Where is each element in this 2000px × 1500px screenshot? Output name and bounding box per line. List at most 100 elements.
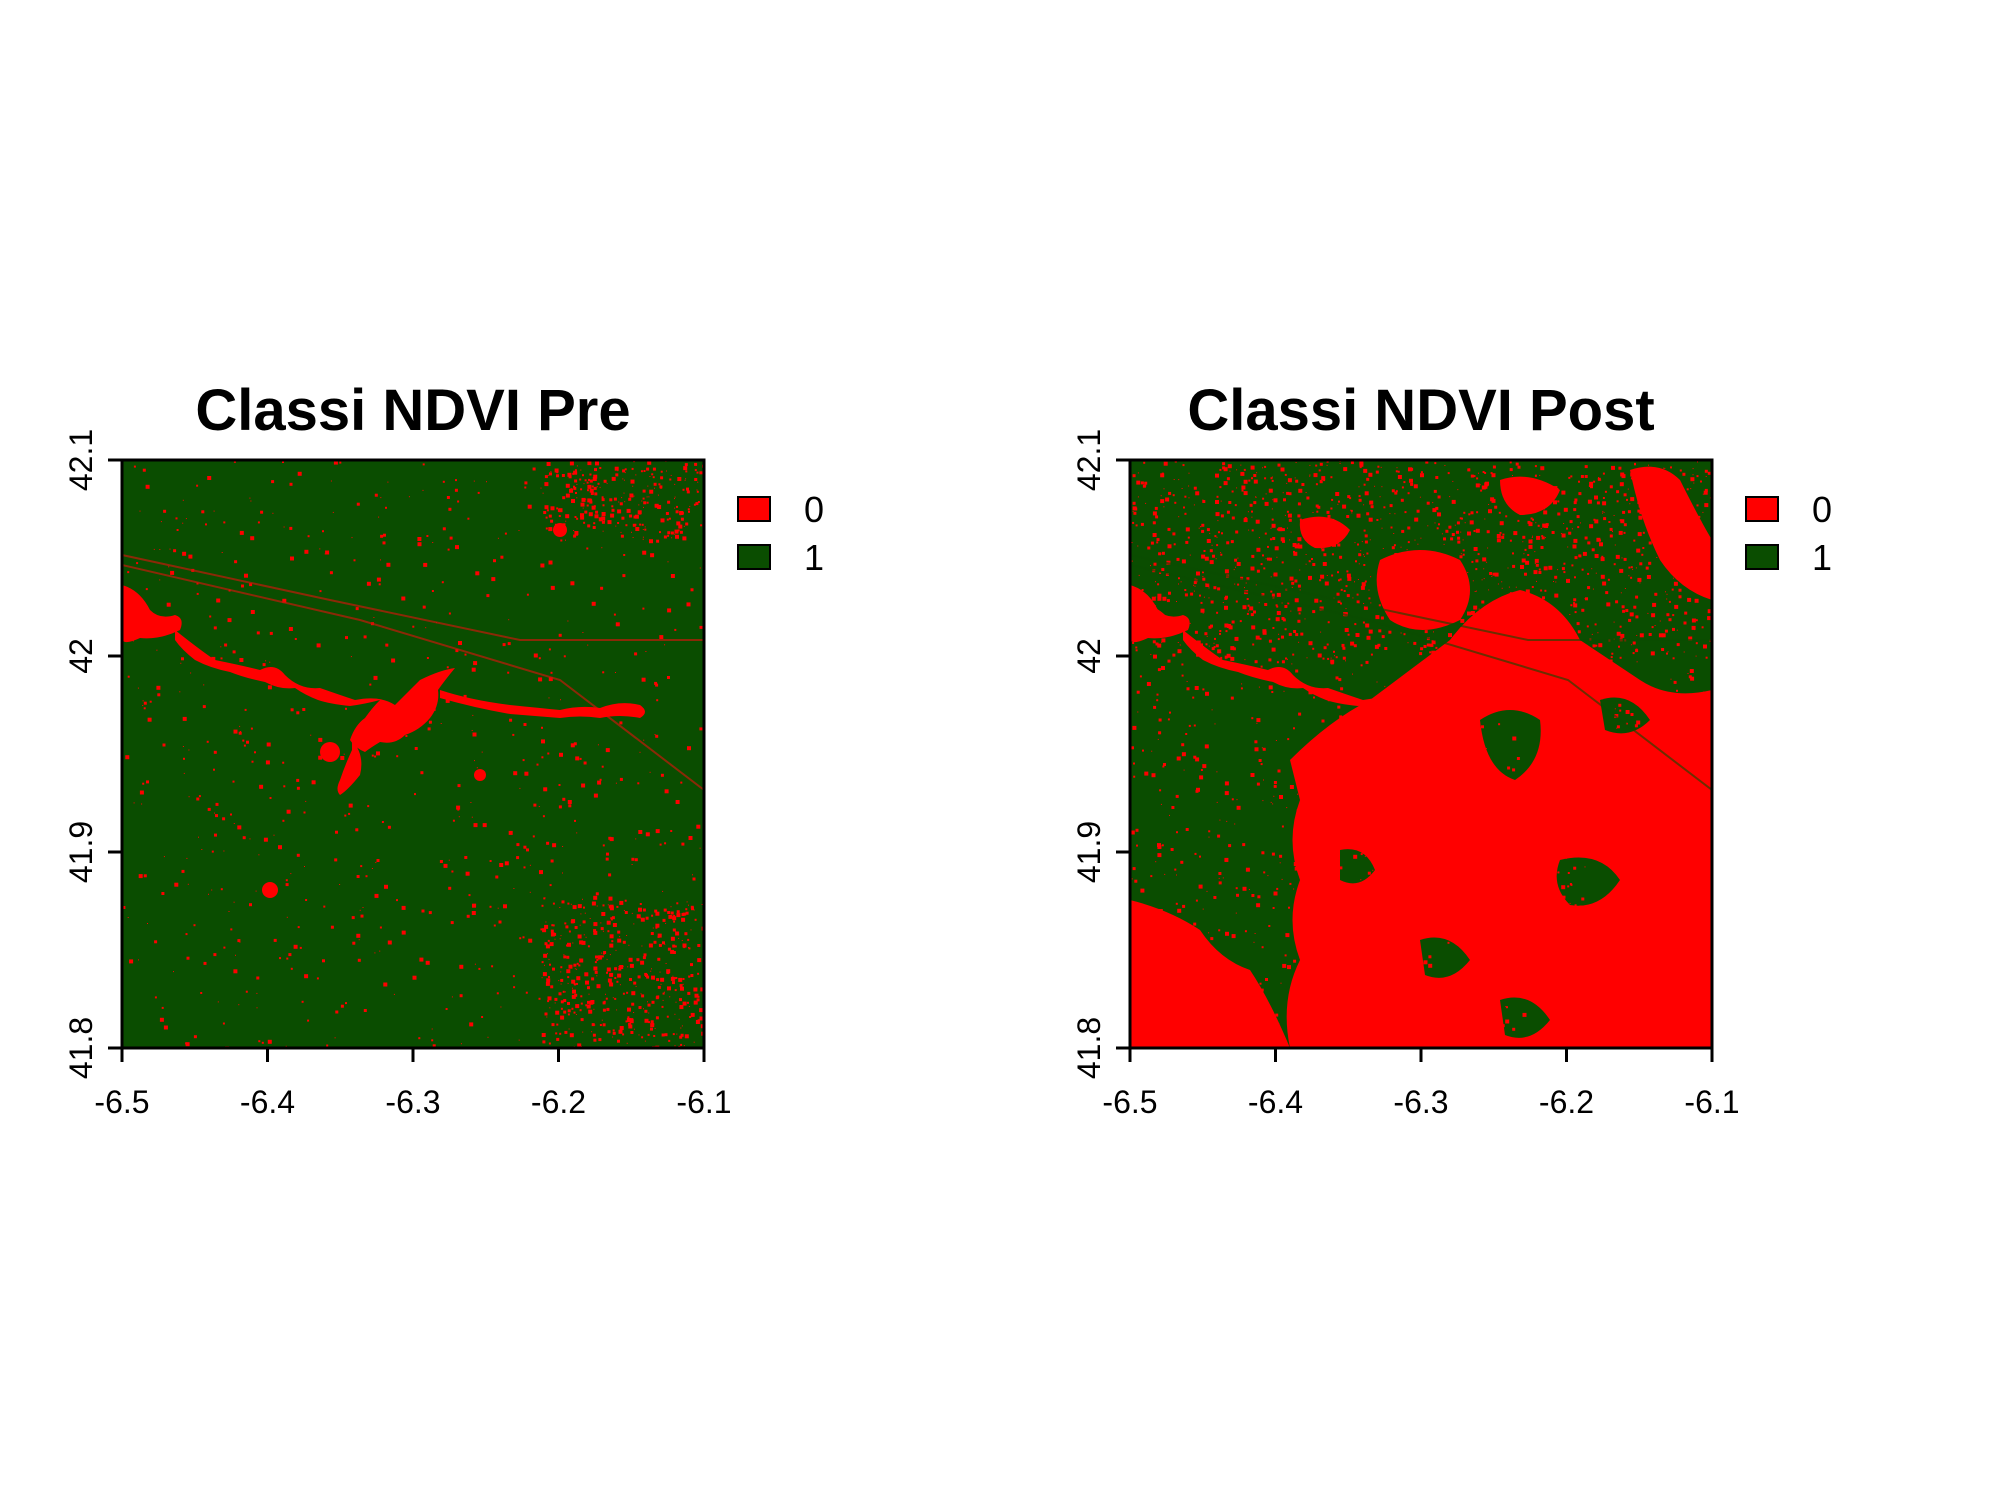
raster-pixel (1326, 522, 1329, 525)
raster-pixel (612, 923, 617, 927)
raster-pixel (1522, 927, 1524, 930)
raster-pixel (565, 539, 566, 541)
raster-pixel (1284, 514, 1286, 516)
raster-pixel (549, 884, 552, 887)
raster-pixel (1687, 892, 1691, 896)
raster-pixel (1310, 909, 1314, 912)
raster-pixel (1541, 536, 1545, 540)
raster-pixel (1642, 547, 1645, 549)
raster-pixel (601, 512, 606, 516)
raster-pixel (307, 535, 310, 538)
raster-pixel (1441, 880, 1444, 883)
raster-pixel (286, 809, 291, 814)
raster-pixel (1573, 501, 1577, 505)
raster-pixel (1431, 890, 1436, 895)
raster-pixel (1650, 987, 1652, 989)
raster-pixel (1460, 618, 1465, 623)
raster-pixel (1642, 706, 1643, 708)
raster-pixel (669, 996, 671, 998)
raster-pixel (1370, 926, 1374, 930)
raster-pixel (670, 830, 673, 832)
raster-pixel (1276, 887, 1279, 890)
raster-pixel (1318, 469, 1321, 472)
raster-pixel (660, 470, 663, 473)
raster-pixel (1666, 563, 1669, 566)
raster-pixel (213, 510, 215, 512)
raster-pixel (672, 951, 676, 954)
raster-pixel (1152, 929, 1154, 932)
raster-pixel (602, 904, 605, 907)
raster-pixel (674, 498, 675, 500)
raster-pixel (1158, 909, 1163, 913)
raster-pixel (672, 944, 676, 948)
raster-pixel (1603, 785, 1608, 790)
raster-pixel (641, 677, 646, 682)
raster-pixel (1477, 553, 1480, 556)
raster-pixel (1294, 477, 1296, 479)
raster-pixel (596, 486, 598, 488)
raster-pixel (1146, 1014, 1148, 1015)
raster-pixel (676, 1033, 678, 1035)
raster-pixel (644, 1040, 646, 1042)
raster-pixel (1297, 502, 1301, 506)
raster-pixel (1697, 461, 1698, 463)
raster-pixel (1336, 925, 1339, 929)
raster-pixel (196, 592, 199, 595)
raster-pixel (542, 1040, 546, 1044)
raster-pixel (1513, 980, 1516, 983)
raster-pixel (1339, 463, 1341, 464)
raster-pixel (1692, 468, 1694, 470)
raster-pixel (1646, 468, 1649, 471)
raster-pixel (1595, 644, 1598, 647)
raster-pixel (1409, 478, 1413, 483)
raster-pixel (1283, 1045, 1284, 1047)
raster-pixel (1440, 571, 1445, 576)
raster-pixel (631, 1002, 635, 1006)
raster-pixel (1224, 623, 1229, 628)
raster-pixel (1330, 996, 1334, 1000)
raster-pixel (588, 478, 590, 481)
raster-pixel (1616, 631, 1621, 636)
raster-pixel (391, 658, 396, 663)
raster-pixel (699, 471, 703, 475)
raster-pixel (1273, 781, 1277, 784)
raster-pixel (1630, 713, 1634, 716)
raster-pixel (576, 483, 578, 485)
raster-pixel (549, 1007, 551, 1009)
raster-pixel (1271, 691, 1274, 693)
raster-pixel (1261, 851, 1265, 855)
raster-pixel (545, 944, 550, 949)
raster-pixel (1419, 567, 1421, 569)
raster-pixel (1130, 830, 1135, 835)
raster-pixel (609, 943, 614, 948)
raster-pixel (1466, 978, 1469, 981)
raster-pixel (143, 874, 147, 878)
raster-pixel (1618, 703, 1622, 707)
raster-pixel (1374, 950, 1377, 953)
raster-pixel (1467, 802, 1472, 807)
raster-pixel (569, 1033, 574, 1038)
raster-pixel (697, 944, 701, 947)
raster-pixel (1188, 485, 1190, 487)
raster-pixel (697, 995, 700, 998)
raster-pixel (412, 975, 417, 980)
raster-pixel (591, 977, 595, 981)
raster-pixel (675, 510, 679, 514)
raster-pixel (605, 857, 609, 861)
raster-pixel (1369, 965, 1372, 967)
raster-pixel (1613, 515, 1615, 516)
raster-pixel (1331, 553, 1334, 556)
raster-pixel (1291, 663, 1293, 665)
raster-pixel (1614, 1014, 1616, 1016)
raster-pixel (1537, 524, 1540, 527)
raster-pixel (1189, 622, 1191, 624)
raster-pixel (1623, 557, 1627, 561)
raster-pixel (1194, 585, 1196, 587)
raster-pixel (672, 1033, 675, 1036)
raster-pixel (1350, 509, 1353, 512)
raster-pixel (646, 975, 650, 979)
raster-pixel (614, 466, 619, 471)
raster-pixel (1666, 853, 1668, 855)
raster-pixel (533, 803, 537, 807)
raster-pixel (1150, 875, 1153, 878)
